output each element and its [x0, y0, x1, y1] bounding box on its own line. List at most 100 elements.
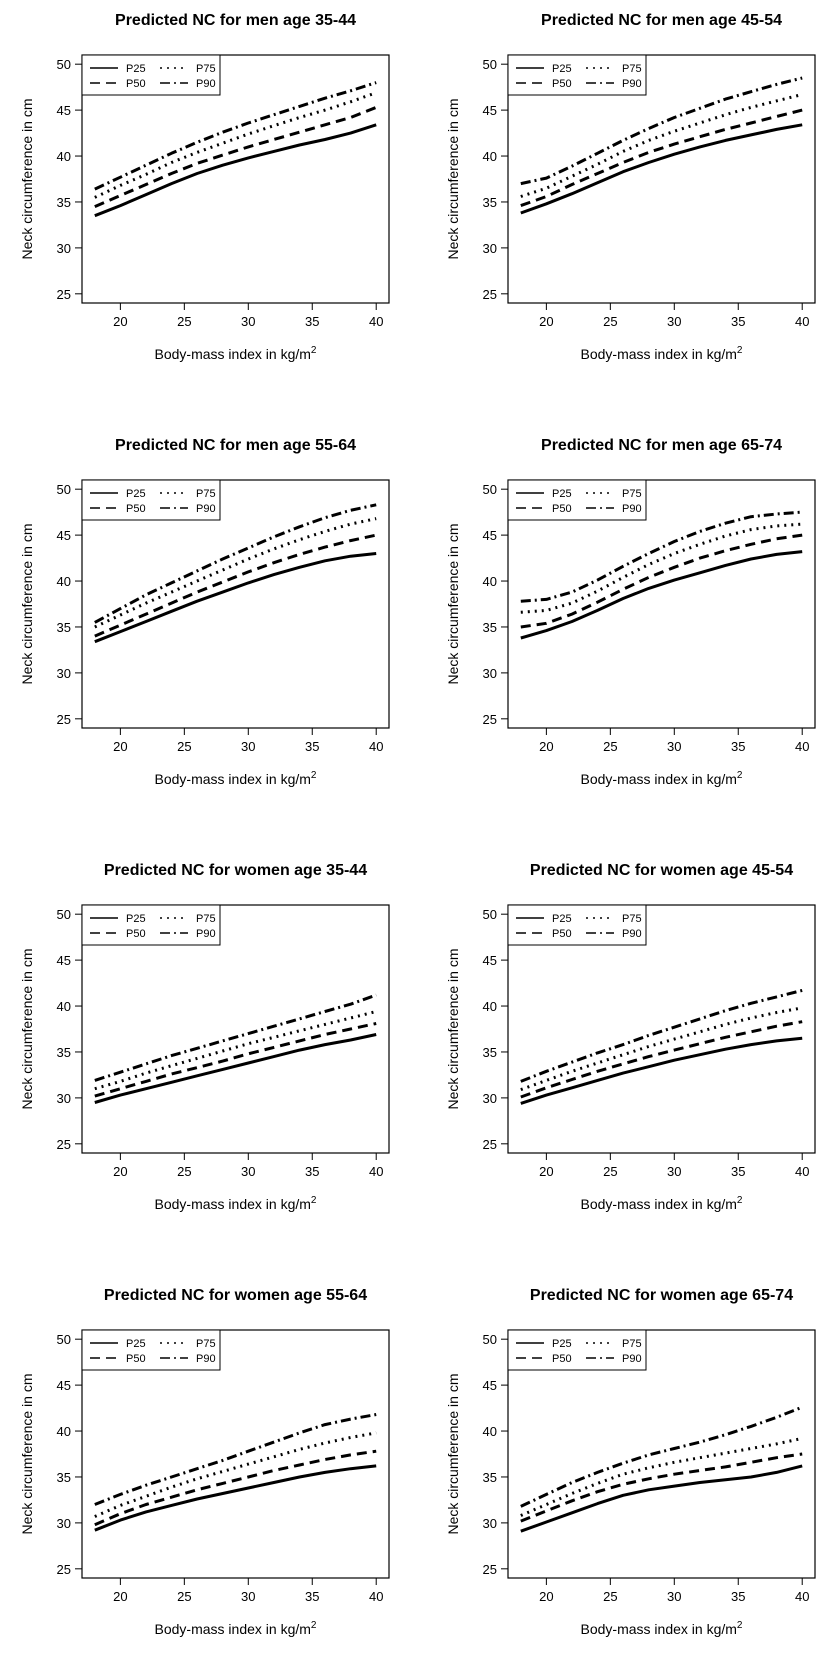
y-tick-label: 35 — [57, 195, 71, 210]
series-line-p50 — [94, 1449, 377, 1527]
x-tick-label: 35 — [305, 1589, 319, 1604]
panel-title: Predicted NC for women age 45-54 — [530, 862, 793, 879]
x-axis-label-text: Body-mass index in kg/m — [581, 1621, 737, 1637]
x-tick-label: 20 — [539, 739, 553, 754]
series-line-p25 — [94, 552, 377, 644]
y-tick-label: 25 — [57, 712, 71, 727]
x-tick-label: 30 — [667, 314, 681, 329]
x-axis-label: Body-mass index in kg/m2 — [581, 345, 743, 362]
x-axis-label-superscript: 2 — [737, 1195, 743, 1206]
y-tick-label: 25 — [57, 287, 71, 302]
x-tick-label: 20 — [539, 1589, 553, 1604]
panel-title: Predicted NC for women age 65-74 — [530, 1287, 793, 1304]
legend-label: P25 — [126, 63, 146, 75]
series-line-p75 — [520, 1436, 803, 1517]
x-tick-label: 40 — [369, 739, 383, 754]
series-line-p25 — [94, 1464, 377, 1532]
x-tick-label: 20 — [113, 1164, 127, 1179]
x-axis-label-text: Body-mass index in kg/m — [581, 346, 737, 362]
x-tick-label: 40 — [369, 314, 383, 329]
y-axis-label: Neck circumference in cm — [445, 523, 461, 684]
legend-label: P25 — [552, 1338, 572, 1350]
series-line-p75 — [94, 91, 377, 199]
y-tick-label: 45 — [57, 103, 71, 118]
y-axis-label: Neck circumference in cm — [19, 1373, 35, 1534]
y-tick-label: 45 — [483, 1378, 497, 1393]
plot-frame — [507, 54, 816, 304]
y-tick-label: 35 — [57, 620, 71, 635]
legend-label: P90 — [622, 78, 642, 90]
y-tick-label: 30 — [483, 1516, 497, 1531]
x-axis-label: Body-mass index in kg/m2 — [155, 1195, 317, 1212]
x-axis-label-text: Body-mass index in kg/m — [155, 1196, 311, 1212]
y-axis-label: Neck circumference in cm — [445, 1373, 461, 1534]
y-tick-label: 30 — [57, 1516, 71, 1531]
y-tick-label: 40 — [57, 149, 71, 164]
y-tick-label: 25 — [483, 1137, 497, 1152]
y-tick-label: 50 — [57, 482, 71, 497]
y-tick-label: 35 — [483, 1045, 497, 1060]
y-tick-label: 45 — [483, 103, 497, 118]
legend-label: P50 — [126, 503, 146, 515]
x-axis-label: Body-mass index in kg/m2 — [155, 345, 317, 362]
x-tick-label: 30 — [241, 739, 255, 754]
series-line-p50 — [520, 1452, 803, 1523]
x-axis-label: Body-mass index in kg/m2 — [155, 770, 317, 787]
x-tick-label: 20 — [539, 314, 553, 329]
series-line-p50 — [520, 1020, 803, 1099]
legend-label: P75 — [196, 488, 216, 500]
series-line-p75 — [94, 1431, 377, 1518]
x-tick-label: 30 — [241, 1589, 255, 1604]
series-line-p50 — [94, 1022, 377, 1098]
series-line-p50 — [94, 106, 377, 208]
chart-panel: Predicted NC for women age 45-54 20 25 30 35… — [445, 862, 816, 1212]
x-axis-label-text: Body-mass index in kg/m — [155, 1621, 311, 1637]
legend-label: P75 — [196, 913, 216, 925]
x-axis-label-superscript: 2 — [311, 345, 317, 356]
x-tick-label: 35 — [731, 739, 745, 754]
x-tick-label: 35 — [305, 1164, 319, 1179]
x-tick-label: 30 — [667, 1164, 681, 1179]
y-tick-label: 50 — [57, 1332, 71, 1347]
panel-title: Predicted NC for men age 55-64 — [115, 437, 356, 454]
legend-label: P25 — [552, 913, 572, 925]
series-line-p25 — [520, 1464, 803, 1533]
series-line-p25 — [94, 123, 377, 218]
y-axis-label: Neck circumference in cm — [445, 98, 461, 259]
series-line-p50 — [94, 533, 377, 638]
y-tick-label: 30 — [57, 666, 71, 681]
y-tick-label: 35 — [57, 1470, 71, 1485]
legend-label: P90 — [622, 503, 642, 515]
series-line-p75 — [520, 1006, 803, 1092]
y-tick-label: 50 — [483, 1332, 497, 1347]
series-line-p75 — [520, 522, 803, 614]
plot-frame — [507, 904, 816, 1154]
x-tick-label: 40 — [795, 314, 809, 329]
legend-label: P50 — [552, 1353, 572, 1365]
x-axis-label-superscript: 2 — [311, 1620, 317, 1631]
chart-panel: Predicted NC for women age 35-44 20 25 30 35… — [19, 862, 390, 1212]
x-axis-label-superscript: 2 — [311, 1195, 317, 1206]
legend-box — [507, 479, 647, 521]
y-tick-label: 30 — [57, 241, 71, 256]
legend-label: P25 — [126, 1338, 146, 1350]
legend-label: P50 — [552, 503, 572, 515]
x-tick-label: 20 — [113, 1589, 127, 1604]
legend-box — [81, 54, 221, 96]
x-axis-label-text: Body-mass index in kg/m — [155, 346, 311, 362]
legend-label: P90 — [196, 503, 216, 515]
y-tick-label: 25 — [483, 287, 497, 302]
y-tick-label: 40 — [483, 999, 497, 1014]
panel-title: Predicted NC for women age 55-64 — [104, 1287, 367, 1304]
panel-title: Predicted NC for men age 45-54 — [541, 12, 782, 29]
y-tick-label: 30 — [483, 666, 497, 681]
y-tick-label: 35 — [483, 620, 497, 635]
chart-panel: Predicted NC for men age 35-44 20 25 30 35 40… — [19, 12, 390, 362]
series-line-p90 — [94, 1413, 377, 1506]
plot-frame — [81, 904, 390, 1154]
legend-label: P90 — [622, 1353, 642, 1365]
legend-label: P75 — [622, 63, 642, 75]
x-tick-label: 35 — [305, 314, 319, 329]
x-tick-label: 25 — [603, 1164, 617, 1179]
